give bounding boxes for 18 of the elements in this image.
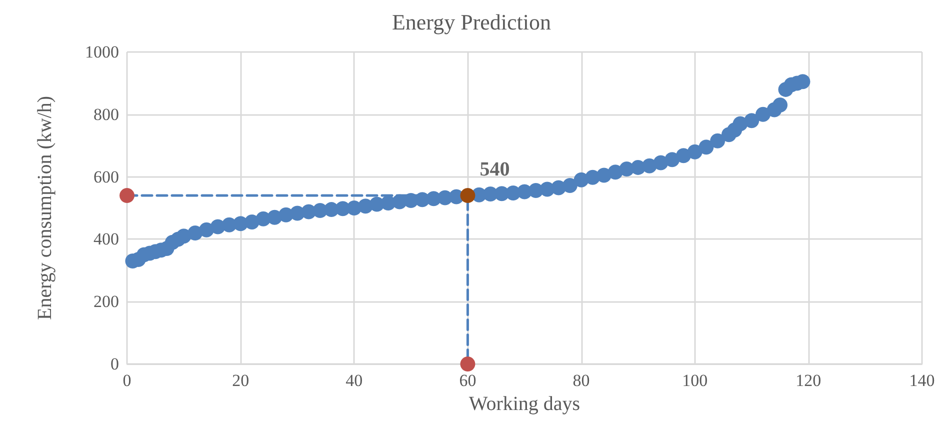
y-tick-label: 400 <box>94 230 119 249</box>
chart-title: Energy Prediction <box>392 10 552 34</box>
x-tick-label: 140 <box>909 371 935 390</box>
x-tick-label: 20 <box>232 371 250 390</box>
annotation: 540 <box>480 158 510 181</box>
x-tick-label: 60 <box>459 371 476 390</box>
x-tick-label: 40 <box>346 371 363 390</box>
x-tick-label: 80 <box>572 371 590 390</box>
y-tick-label: 200 <box>94 292 119 312</box>
x-tick-label: 120 <box>796 371 822 390</box>
x-axis-title: Working days <box>468 393 580 415</box>
y-axis-title: Energy consumption (kw/h) <box>34 96 56 320</box>
y-tick-label: 600 <box>94 167 119 186</box>
x-tick-label: 100 <box>682 371 708 390</box>
x-tick-label: 0 <box>122 371 132 390</box>
y-tick-label: 0 <box>110 354 119 374</box>
y-tick-label: 1000 <box>85 42 119 62</box>
y-tick-label: 800 <box>94 104 119 124</box>
